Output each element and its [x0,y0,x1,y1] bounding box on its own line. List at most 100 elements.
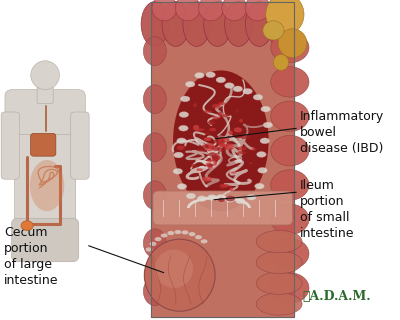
Ellipse shape [179,112,189,117]
Ellipse shape [208,120,214,125]
Ellipse shape [217,136,225,142]
Ellipse shape [197,149,208,152]
Ellipse shape [183,2,210,46]
Ellipse shape [206,72,215,78]
Ellipse shape [218,102,226,105]
Ellipse shape [201,239,208,244]
Ellipse shape [246,2,273,46]
Ellipse shape [238,151,243,153]
Ellipse shape [252,148,256,151]
Ellipse shape [196,128,204,131]
Ellipse shape [263,122,273,128]
Ellipse shape [231,172,236,174]
Ellipse shape [195,235,202,239]
Ellipse shape [141,2,169,46]
FancyBboxPatch shape [37,82,53,103]
Text: Ileum
portion
of small
intestine: Ileum portion of small intestine [300,179,355,240]
FancyBboxPatch shape [14,103,76,249]
FancyBboxPatch shape [12,218,79,262]
Ellipse shape [220,184,229,188]
Ellipse shape [274,54,289,70]
Ellipse shape [144,37,166,66]
Ellipse shape [208,152,217,156]
Ellipse shape [179,125,188,131]
Ellipse shape [144,85,166,114]
Ellipse shape [217,147,223,152]
Ellipse shape [193,103,197,108]
Ellipse shape [212,116,219,120]
Ellipse shape [220,144,226,147]
Ellipse shape [215,139,223,144]
Ellipse shape [266,0,304,35]
Ellipse shape [208,166,213,168]
Ellipse shape [144,133,166,162]
Ellipse shape [237,152,246,154]
Ellipse shape [162,2,190,46]
Ellipse shape [211,148,216,149]
Bar [151,2,294,317]
Ellipse shape [152,0,177,21]
FancyBboxPatch shape [71,112,89,179]
Ellipse shape [271,32,309,63]
Ellipse shape [189,232,196,236]
Ellipse shape [167,231,174,235]
Ellipse shape [256,251,302,274]
Ellipse shape [198,0,224,21]
Ellipse shape [212,155,221,160]
Ellipse shape [214,140,224,142]
Ellipse shape [144,229,166,258]
Ellipse shape [218,140,223,143]
Ellipse shape [209,128,216,132]
Ellipse shape [210,121,216,124]
Ellipse shape [261,106,270,112]
Ellipse shape [196,168,203,171]
Ellipse shape [233,86,242,92]
FancyBboxPatch shape [30,133,56,156]
Bar [151,2,294,317]
Ellipse shape [155,250,193,288]
Ellipse shape [218,138,222,143]
Ellipse shape [219,185,226,189]
Ellipse shape [190,164,198,167]
Ellipse shape [177,184,187,189]
Ellipse shape [177,145,185,150]
FancyBboxPatch shape [153,191,292,225]
Ellipse shape [206,162,212,167]
FancyBboxPatch shape [5,90,85,134]
Ellipse shape [31,61,60,90]
Ellipse shape [174,152,183,158]
Ellipse shape [255,183,264,189]
Ellipse shape [155,237,162,241]
Ellipse shape [218,140,225,145]
Ellipse shape [21,221,33,230]
Ellipse shape [225,2,252,46]
Ellipse shape [30,160,64,211]
Ellipse shape [271,204,309,235]
Ellipse shape [221,137,229,143]
Ellipse shape [224,147,234,150]
Ellipse shape [202,177,212,182]
Ellipse shape [186,193,196,199]
Ellipse shape [271,135,309,166]
Ellipse shape [235,109,238,113]
Ellipse shape [266,2,294,46]
Ellipse shape [182,230,188,235]
Ellipse shape [249,162,252,164]
Ellipse shape [207,195,217,200]
Ellipse shape [247,194,256,200]
Ellipse shape [256,230,302,253]
Ellipse shape [216,77,226,83]
Ellipse shape [271,101,309,132]
Ellipse shape [205,132,210,135]
Ellipse shape [206,146,213,151]
Ellipse shape [229,187,233,191]
Ellipse shape [214,161,217,166]
Ellipse shape [174,230,181,234]
Ellipse shape [278,29,307,58]
Text: Inflammatory
bowel
disease (IBD): Inflammatory bowel disease (IBD) [300,110,384,156]
Ellipse shape [173,168,182,174]
Ellipse shape [253,94,263,100]
Ellipse shape [202,145,209,149]
Ellipse shape [219,140,223,142]
Text: ✱A.D.A.M.: ✱A.D.A.M. [302,290,371,302]
